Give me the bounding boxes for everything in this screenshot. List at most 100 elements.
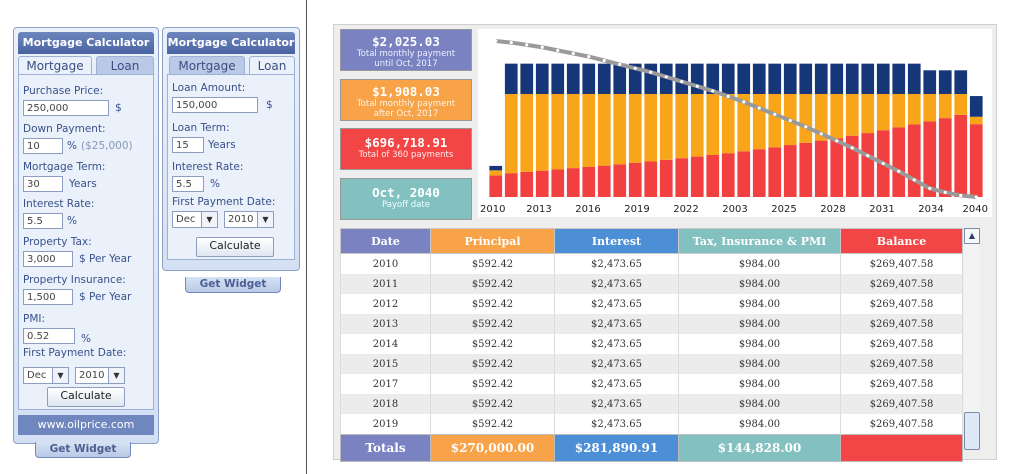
bar-interest <box>845 93 859 136</box>
tab-mortgage[interactable]: Mortgage <box>169 56 245 75</box>
x-tick-label: 2016 <box>575 204 600 215</box>
down-payment-input[interactable]: 10 <box>23 138 63 154</box>
purchase-price-label: Purchase Price: <box>23 85 104 97</box>
mortgage-term-label: Mortgage Term: <box>23 161 106 173</box>
totals-balance <box>840 434 963 462</box>
balance-point <box>525 43 529 47</box>
cell-tax: $984.00 <box>678 374 841 394</box>
balance-point <box>649 70 653 74</box>
card-label: Total monthly payment <box>356 99 456 109</box>
dollar-sign: $ <box>266 99 273 111</box>
purchase-price-input[interactable]: 250,000 <box>23 100 109 116</box>
tab-mortgage[interactable]: Mortgage <box>18 56 92 75</box>
cell-tax: $984.00 <box>678 274 841 294</box>
get-widget-button[interactable]: Get Widget <box>185 277 281 293</box>
balance-point <box>509 40 513 45</box>
bar-interest <box>938 93 952 119</box>
bar-tax-insurance-pmi <box>628 63 642 94</box>
calculate-button[interactable]: Calculate <box>196 237 274 257</box>
bar-interest <box>489 170 503 176</box>
balance-point <box>540 45 544 49</box>
bar-interest <box>659 93 673 160</box>
bar-tax-insurance-pmi <box>551 63 565 94</box>
pmi-label: PMI: <box>23 313 46 325</box>
pmi-input[interactable]: 0.52 <box>23 328 75 344</box>
website-link[interactable]: www.oilprice.com <box>18 415 154 435</box>
bar-tax-insurance-pmi <box>923 70 937 94</box>
col-header-balance[interactable]: Balance <box>840 228 963 254</box>
bar-principal <box>504 173 518 197</box>
col-header-interest[interactable]: Interest <box>554 228 679 254</box>
property-tax-input[interactable]: 3,000 <box>23 251 73 267</box>
x-tick-label: 2025 <box>771 204 796 215</box>
month-select-value: Dec <box>176 214 196 225</box>
chevron-down-icon: ▼ <box>201 212 217 227</box>
tab-loan[interactable]: Loan <box>249 56 295 75</box>
dollar-sign: $ <box>115 102 122 114</box>
x-tick-label: 2028 <box>820 204 845 215</box>
mortgage-widget: Mortgage Calculator Mortgage Loan Purcha… <box>13 27 159 444</box>
scroll-thumb[interactable] <box>964 412 980 450</box>
bar-principal <box>923 121 937 197</box>
col-header-principal[interactable]: Principal <box>430 228 555 254</box>
bar-tax-insurance-pmi <box>954 70 968 94</box>
bar-principal <box>675 158 689 197</box>
bar-tax-insurance-pmi <box>783 63 797 94</box>
loan-amount-input[interactable]: 150,000 <box>172 97 258 113</box>
bar-principal <box>892 127 906 197</box>
get-widget-button[interactable]: Get Widget <box>35 442 131 458</box>
loan-amount-label: Loan Amount: <box>172 82 246 94</box>
balance-point <box>897 169 901 173</box>
bar-tax-insurance-pmi <box>504 63 518 94</box>
monthly-payment-card: $2,025.03 Total monthly payment until Oc… <box>340 29 472 71</box>
col-header-tax-insurance-pmi[interactable]: Tax, Insurance & PMI <box>678 228 841 254</box>
col-header-date[interactable]: Date <box>340 228 431 254</box>
year-select[interactable]: 2010 ▼ <box>75 367 125 384</box>
bar-tax-insurance-pmi <box>768 63 782 94</box>
totals-row: Totals $270,000.00 $281,890.91 $144,828.… <box>340 434 963 462</box>
mortgage-term-input[interactable]: 30 <box>23 176 63 192</box>
bar-principal <box>659 159 673 197</box>
month-select[interactable]: Dec ▼ <box>23 367 69 384</box>
down-payment-amount: ($25,000) <box>81 140 133 152</box>
cell-date: 2010 <box>340 253 431 274</box>
balance-point <box>587 55 591 59</box>
cell-principal: $592.42 <box>430 394 555 414</box>
cell-balance: $269,407.58 <box>840 294 963 314</box>
bar-principal <box>721 153 735 197</box>
bar-tax-insurance-pmi <box>907 63 921 94</box>
card-value: Oct, 2040 <box>372 185 440 200</box>
tab-loan[interactable]: Loan <box>96 56 154 75</box>
month-select[interactable]: Dec ▼ <box>172 211 218 228</box>
interest-rate-input[interactable]: 5.5 <box>172 176 204 192</box>
cell-principal: $592.42 <box>430 354 555 374</box>
bar-tax-insurance-pmi <box>721 63 735 94</box>
totals-principal: $270,000.00 <box>430 434 555 462</box>
bar-tax-insurance-pmi <box>861 63 875 94</box>
years-suffix: Years <box>69 178 97 190</box>
table-scrollbar[interactable]: ▲ <box>964 228 980 450</box>
x-tick-label: 2040 <box>963 204 988 215</box>
year-select[interactable]: 2010 ▼ <box>224 211 274 228</box>
loan-widget: Mortgage Calculator Mortgage Loan Loan A… <box>162 27 300 271</box>
bar-tax-insurance-pmi <box>597 63 611 94</box>
card-value: $2,025.03 <box>372 34 440 49</box>
table-row: 2015 $592.42 $2,473.65 $984.00 $269,407.… <box>340 354 963 374</box>
scroll-up-icon[interactable]: ▲ <box>964 228 980 244</box>
bar-principal <box>954 114 968 197</box>
x-tick-label: 2022 <box>673 204 698 215</box>
table-row: 2010 $592.42 $2,473.65 $984.00 $269,407.… <box>340 253 963 274</box>
bar-tax-insurance-pmi <box>520 63 534 94</box>
balance-point <box>788 118 792 123</box>
interest-rate-input[interactable]: 5.5 <box>23 213 63 229</box>
table-row: 2013 $592.42 $2,473.65 $984.00 $269,407.… <box>340 314 963 334</box>
cell-tax: $984.00 <box>678 354 841 374</box>
loan-term-input[interactable]: 15 <box>172 137 204 153</box>
cell-principal: $592.42 <box>430 334 555 354</box>
property-insurance-input[interactable]: 1,500 <box>23 289 73 305</box>
month-select-value: Dec <box>27 370 47 381</box>
down-payment-label: Down Payment: <box>23 123 106 135</box>
bar-principal <box>566 168 580 197</box>
calculate-button[interactable]: Calculate <box>47 387 125 407</box>
balance-point <box>959 193 963 198</box>
